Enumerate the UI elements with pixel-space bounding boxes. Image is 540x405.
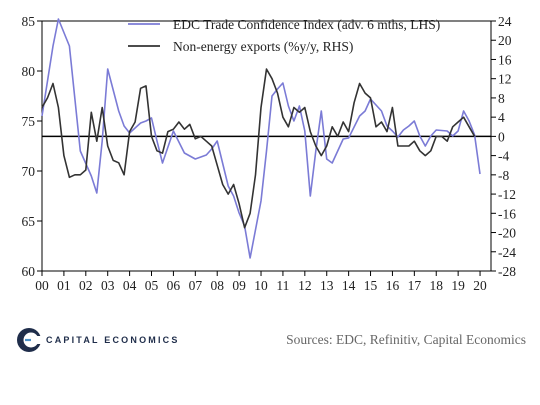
right-y-tick-label: -24 [498,245,516,260]
x-tick-label: 17 [408,278,422,293]
x-tick-label: 03 [101,278,115,293]
brand-logo: CAPITAL ECONOMICS [16,326,180,354]
legend-label: EDC Trade Confidence Index (adv. 6 mths,… [173,17,440,32]
x-tick-label: 20 [473,278,487,293]
x-tick-label: 02 [79,278,93,293]
legend-label: Non-energy exports (%y/y, RHS) [173,39,353,54]
left-y-tick-label: 60 [22,264,36,279]
x-tick-label: 16 [386,278,400,293]
x-tick-label: 01 [57,278,71,293]
right-y-tick-label: -16 [498,206,516,221]
x-tick-label: 05 [145,278,159,293]
x-tick-label: 14 [342,278,356,293]
sources-note: Sources: EDC, Refinitiv, Capital Economi… [286,332,526,347]
x-tick-label: 12 [298,278,312,293]
right-y-tick-label: 8 [498,91,505,106]
right-y-tick-label: -28 [498,264,516,279]
right-y-tick-label: -20 [498,226,516,241]
right-y-axis: -28 -24 -20 -16 -12 -8 -4 0 4 8 12 16 20 24 [491,14,516,279]
plot-frame [41,20,492,272]
x-tick-label: 19 [451,278,465,293]
left-y-tick-label: 85 [22,14,36,29]
plot-border [41,20,492,272]
right-y-tick-label: -12 [498,187,516,202]
x-tick-label: 15 [364,278,378,293]
logo-text: CAPITAL ECONOMICS [46,335,180,345]
series-layer [41,18,481,259]
right-y-tick-label: 0 [498,129,505,144]
right-y-tick-label: 20 [498,33,512,48]
x-tick-label: 07 [189,278,203,293]
left-y-tick-label: 70 [22,164,36,179]
x-axis: 00 01 02 03 04 05 06 07 08 09 10 11 12 13 14 15 16 17 18 19… [35,271,487,293]
x-tick-label: 06 [167,278,181,293]
left-y-axis: 60 65 70 75 80 85 [22,14,42,279]
x-tick-label: 04 [123,278,137,293]
left-y-tick-label: 75 [22,114,36,129]
series-line-non-energy-exports [41,68,476,229]
right-y-tick-label: 24 [498,14,512,29]
left-y-tick-label: 80 [22,64,36,79]
x-tick-label: 08 [210,278,224,293]
right-y-tick-label: 12 [498,72,512,87]
x-tick-label: 09 [232,278,246,293]
right-y-tick-label: 4 [498,110,505,125]
x-tick-label: 10 [254,278,268,293]
x-tick-label: 18 [429,278,443,293]
left-y-tick-label: 65 [22,214,36,229]
x-tick-label: 13 [320,278,334,293]
right-y-tick-label: -8 [498,168,509,183]
x-tick-label: 11 [276,278,289,293]
legend: EDC Trade Confidence Index (adv. 6 mths,… [128,17,440,54]
capital-economics-logo-icon [17,328,42,352]
x-tick-label: 00 [35,278,49,293]
right-y-tick-label: -4 [498,149,509,164]
series-line-edc-trade-confidence [41,18,481,259]
right-y-tick-label: 16 [498,52,512,67]
